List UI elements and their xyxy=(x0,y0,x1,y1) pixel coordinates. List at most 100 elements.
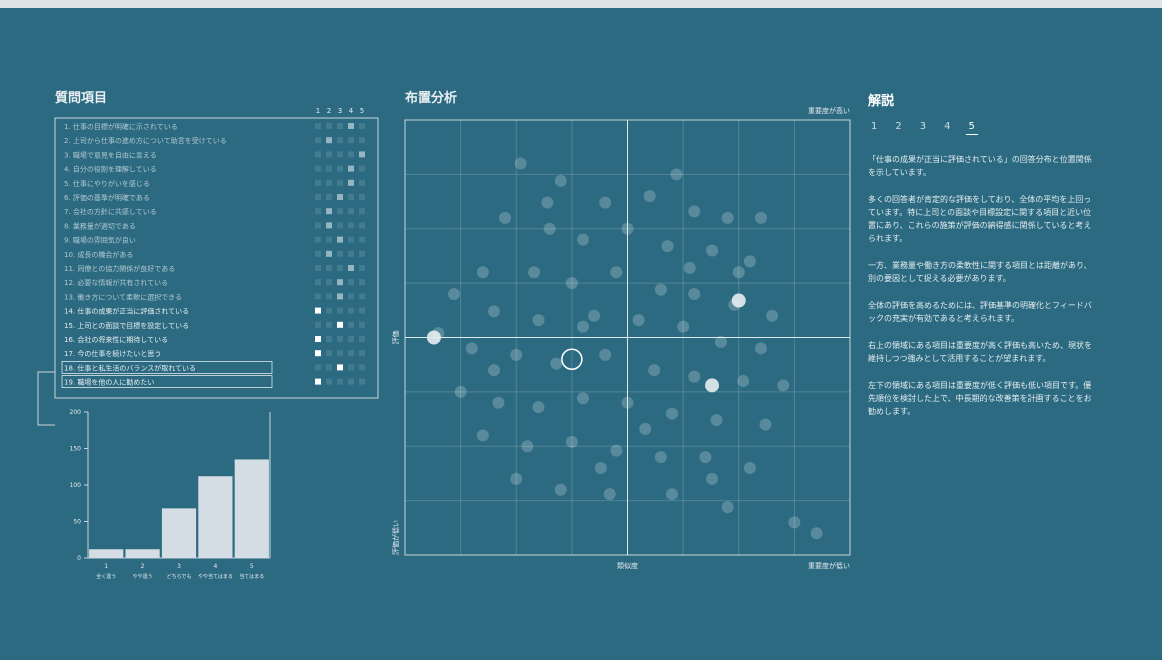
answer-cell xyxy=(315,265,321,271)
bar xyxy=(125,549,160,558)
answer-cell xyxy=(348,364,354,371)
connector xyxy=(37,371,55,426)
point xyxy=(706,244,719,257)
highlight-point xyxy=(426,330,441,345)
x-tick-note: どちらでも xyxy=(167,573,192,580)
point xyxy=(554,483,567,496)
answer-cell xyxy=(348,307,354,314)
answer-cell xyxy=(348,321,354,328)
question-label: 10. 成長の機会がある xyxy=(64,250,133,259)
x-tick-note: やや当てはまる xyxy=(198,573,233,580)
scatter-title: 布置分析 xyxy=(405,90,457,106)
question-label: 5. 仕事にやりがいを感じる xyxy=(64,179,150,188)
answer-cell xyxy=(348,151,354,158)
question-label: 11. 同僚との協力関係が良好である xyxy=(64,264,175,273)
tab[interactable]: 1 xyxy=(871,121,878,132)
answer-cell xyxy=(337,250,343,257)
question-label: 4. 自分の役割を理解している xyxy=(64,165,157,174)
point xyxy=(565,435,578,448)
question-label: 17. 今の仕事を続けたいと思う xyxy=(64,349,161,358)
answer-cell xyxy=(359,165,365,172)
answer-cell xyxy=(348,350,354,357)
answer-cell xyxy=(326,350,332,357)
question-label: 6. 評価の基準が明確である xyxy=(64,193,150,202)
column-header: 1 xyxy=(316,107,320,115)
point xyxy=(766,309,779,322)
point xyxy=(603,488,616,501)
point xyxy=(465,342,478,355)
x-tick-note: やや違う xyxy=(133,573,153,580)
answer-cell xyxy=(359,364,365,371)
answer-cell xyxy=(359,378,365,385)
point xyxy=(621,396,634,409)
x-tick-label: 2 xyxy=(141,563,145,570)
point xyxy=(721,211,734,224)
column-header: 4 xyxy=(349,107,354,115)
answer-cell xyxy=(326,194,332,200)
point xyxy=(677,320,690,333)
point xyxy=(654,451,667,464)
answer-mark xyxy=(315,350,321,357)
point xyxy=(510,472,523,485)
question-label: 16. 会社の将来性に期待している xyxy=(64,335,168,344)
paragraph: 一方、業務量や働き方の柔軟性に関する項目とは距離があり、別の要因として捉える必要… xyxy=(868,261,1092,283)
commentary-title: 解説 xyxy=(868,94,895,109)
answer-cell xyxy=(348,378,354,385)
question-label: 2. 上司から仕事の進め方について助言を受けている xyxy=(64,136,227,145)
answer-cell xyxy=(359,321,365,328)
answer-cell xyxy=(359,250,365,257)
point xyxy=(577,233,589,246)
commentary: 解説 1 2 3 4 5 「仕事の成果が正当に評価されている」の回答分布と位置関係を示し… xyxy=(868,90,1098,432)
point xyxy=(743,255,756,268)
question-label: 8. 業務量が適切である xyxy=(64,221,136,230)
y-tick-label: 100 xyxy=(70,482,82,489)
point xyxy=(599,196,612,209)
point xyxy=(588,309,601,322)
answer-cell xyxy=(348,250,354,257)
row-highlight xyxy=(61,375,273,389)
paragraphs: 「仕事の成果が正当に評価されている」の回答分布と位置関係を示しています。 多くの回… xyxy=(868,153,1098,418)
point xyxy=(721,501,734,514)
answer-cell xyxy=(337,165,343,172)
answer-cell xyxy=(326,165,332,172)
x-tick-label: 3 xyxy=(177,563,181,570)
answer-cell xyxy=(326,336,332,342)
x-tick-label: 4 xyxy=(213,563,217,570)
answer-cell xyxy=(337,307,343,314)
answer-cell xyxy=(359,194,365,200)
point xyxy=(670,168,683,181)
paragraph: 「仕事の成果が正当に評価されている」の回答分布と位置関係を示しています。 xyxy=(868,155,1092,177)
answer-cell xyxy=(359,123,365,129)
point xyxy=(661,240,674,253)
answer-cell xyxy=(337,208,343,215)
question-label: 3. 職場で意見を自由に言える xyxy=(64,150,157,159)
answer-mark xyxy=(315,336,321,342)
tab[interactable]: 5 xyxy=(965,121,978,135)
questions-title: 質問項目 xyxy=(55,90,107,106)
point xyxy=(514,157,527,170)
answer-mark xyxy=(348,165,354,172)
point xyxy=(550,357,563,370)
bar xyxy=(89,549,124,558)
answer-cell xyxy=(315,236,321,243)
question-label: 1. 仕事の目標が明確に示されている xyxy=(64,122,178,131)
answer-mark xyxy=(326,208,332,215)
answer-cell xyxy=(337,350,343,357)
answer-cell xyxy=(326,279,332,286)
point xyxy=(755,342,767,355)
point xyxy=(666,407,678,420)
answer-cell xyxy=(326,364,332,371)
point xyxy=(621,222,634,235)
x-axis-label: 類似度 xyxy=(617,561,638,570)
answer-cell xyxy=(315,208,321,215)
answer-cell xyxy=(337,151,343,158)
tab[interactable]: 4 xyxy=(944,121,951,132)
point xyxy=(710,414,723,427)
answer-mark xyxy=(337,293,343,300)
y-tick-label: 50 xyxy=(73,519,81,526)
answer-mark xyxy=(337,236,343,243)
tab[interactable]: 2 xyxy=(895,121,902,132)
point xyxy=(643,190,656,203)
answer-cell xyxy=(348,194,354,200)
tab[interactable]: 3 xyxy=(919,121,927,132)
